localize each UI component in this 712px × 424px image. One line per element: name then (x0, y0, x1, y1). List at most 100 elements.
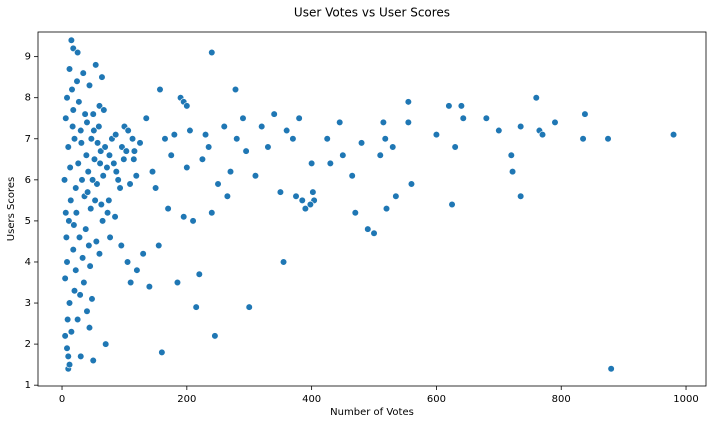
point (87, 135, 95, 143)
point (63, 344, 71, 352)
point (407, 180, 416, 188)
point (295, 114, 303, 122)
point (607, 365, 615, 373)
point (90, 155, 99, 163)
point (508, 168, 517, 176)
y-tick-label: 5 (25, 216, 31, 227)
point (495, 126, 503, 135)
point (507, 151, 515, 159)
point (105, 196, 113, 204)
point (220, 122, 228, 131)
point (60, 176, 69, 184)
point (183, 163, 191, 172)
point (79, 254, 87, 262)
x-tick-label: 200 (177, 394, 196, 405)
point (74, 315, 82, 324)
x-tick-label: 600 (427, 394, 446, 405)
point (459, 114, 467, 122)
point (128, 135, 137, 143)
point (201, 131, 210, 139)
plot-frame (37, 31, 707, 387)
point (389, 143, 397, 151)
point (532, 94, 540, 102)
point (90, 126, 98, 135)
y-tick-label: 4 (25, 257, 31, 268)
point (114, 176, 122, 184)
point (67, 36, 75, 44)
point (77, 126, 85, 135)
point (192, 303, 200, 311)
point (189, 217, 197, 225)
point (76, 291, 84, 299)
point (264, 143, 272, 151)
point (283, 126, 291, 135)
point (97, 147, 105, 155)
point (298, 196, 306, 204)
point (91, 196, 99, 204)
point (130, 155, 138, 163)
point (77, 139, 85, 147)
point (73, 77, 81, 85)
y-tick-label: 9 (25, 52, 31, 63)
point (123, 258, 132, 266)
point (404, 98, 412, 106)
y-tick-label: 2 (25, 339, 31, 350)
point (79, 69, 87, 77)
point (92, 237, 100, 246)
point (669, 131, 678, 139)
point (239, 114, 247, 122)
point (392, 192, 400, 200)
point (63, 94, 71, 102)
point (214, 180, 222, 188)
point (63, 258, 71, 266)
point (103, 163, 111, 172)
point (170, 131, 178, 139)
point (233, 135, 241, 143)
point (161, 135, 169, 143)
x-tick-label: 800 (552, 394, 571, 405)
point (127, 278, 135, 287)
point (89, 110, 97, 118)
point (133, 266, 141, 274)
point (148, 168, 157, 176)
point (348, 172, 356, 180)
point (75, 233, 84, 241)
point (120, 155, 128, 163)
point (370, 229, 378, 237)
point (95, 102, 104, 110)
point (155, 241, 163, 250)
point (482, 114, 490, 122)
point (112, 168, 120, 176)
point (69, 246, 77, 254)
point (183, 102, 191, 110)
point (276, 188, 285, 196)
point (65, 299, 74, 307)
point (95, 250, 104, 258)
point (70, 221, 78, 229)
point (581, 110, 589, 118)
point (245, 303, 253, 311)
point (118, 143, 126, 151)
point (102, 340, 110, 348)
point (77, 352, 85, 361)
point (270, 110, 278, 118)
point (251, 172, 260, 180)
point (82, 151, 90, 159)
point (83, 118, 91, 126)
point (103, 209, 112, 217)
point (96, 159, 104, 168)
point (208, 48, 216, 57)
point (158, 348, 166, 356)
point (61, 274, 69, 283)
point (93, 180, 101, 188)
point (173, 278, 182, 287)
point (74, 159, 82, 168)
point (208, 209, 216, 217)
point (64, 352, 72, 361)
point (198, 155, 207, 163)
point (136, 139, 144, 147)
point (68, 85, 76, 94)
point (65, 217, 73, 225)
point (517, 192, 525, 200)
y-axis-label: Users Scores (6, 177, 17, 241)
